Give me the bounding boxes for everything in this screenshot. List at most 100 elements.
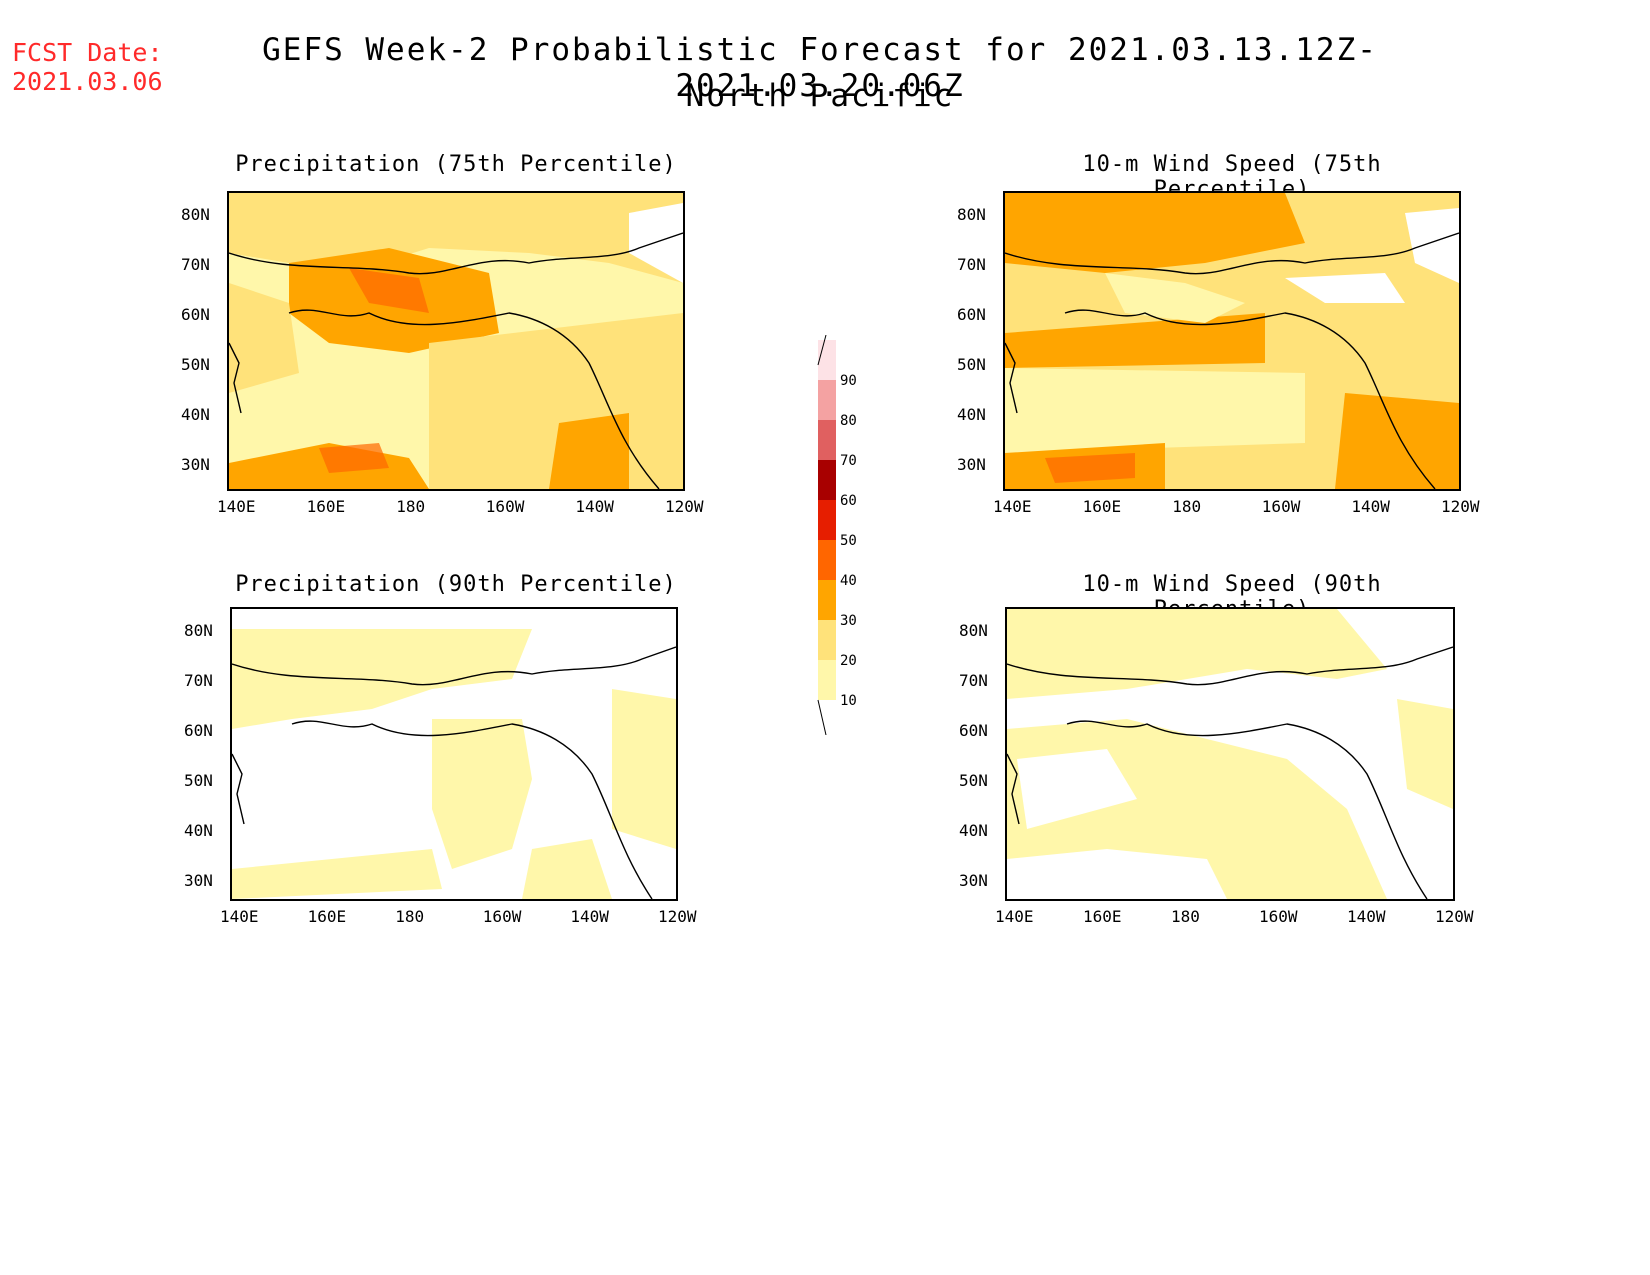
field-region [319, 443, 389, 473]
colorbar-swatch [818, 420, 836, 460]
lat-tick-label: 80N [181, 205, 210, 224]
lat-tick-label: 30N [184, 871, 213, 890]
coastline [291, 720, 653, 899]
field-region [232, 849, 442, 899]
colorbar-level-label: 30 [840, 613, 857, 629]
field-region [1005, 368, 1305, 453]
lon-tick-label: 140E [995, 907, 1034, 926]
field-region [229, 283, 299, 393]
lon-tick-label: 140E [220, 907, 259, 926]
field-region [1017, 749, 1137, 829]
map-precip90 [232, 609, 676, 899]
coastline [1005, 232, 1459, 275]
lat-tick-label: 30N [181, 455, 210, 474]
lon-tick-label: 140W [570, 907, 609, 926]
lon-tick-label: 180 [396, 497, 426, 516]
coastline [1064, 309, 1436, 489]
lon-tick-label: 160W [1259, 907, 1298, 926]
lat-tick-label: 50N [957, 355, 986, 374]
lat-tick-label: 50N [184, 771, 213, 790]
field-region [1045, 453, 1135, 483]
map-panel-wind75 [1003, 191, 1461, 491]
coastline [229, 342, 242, 414]
field-region [432, 719, 532, 869]
lat-tick-label: 70N [184, 671, 213, 690]
lon-tick-label: 160E [306, 497, 346, 516]
map-wind75 [1005, 193, 1459, 489]
colorbar-level-label: 80 [840, 413, 857, 429]
coastline [1066, 720, 1428, 899]
coastline [1007, 646, 1453, 686]
coastline [232, 646, 676, 686]
colorbar-swatch [818, 620, 836, 660]
colorbar-bottom-tip [817, 699, 827, 735]
panel-title-precip90: Precipitation (90th Percentile) [235, 572, 677, 597]
coastline [1007, 753, 1020, 825]
field-region [629, 203, 683, 283]
colorbar-swatch [818, 340, 836, 380]
lat-tick-label: 60N [181, 305, 210, 324]
lat-tick-label: 60N [959, 721, 988, 740]
map-precip75 [229, 193, 683, 489]
colorbar-top-tip [817, 335, 827, 366]
lat-tick-label: 60N [957, 305, 986, 324]
colorbar-swatch [818, 380, 836, 420]
lon-tick-label: 140E [993, 497, 1032, 516]
field-region [1005, 193, 1305, 273]
lat-tick-label: 40N [959, 821, 988, 840]
lon-tick-label: 120W [665, 497, 704, 516]
lon-tick-label: 180 [1171, 907, 1200, 926]
lon-tick-label: 140E [217, 497, 256, 516]
lon-tick-label: 180 [1172, 497, 1202, 516]
lat-tick-label: 50N [181, 355, 210, 374]
lat-tick-label: 40N [957, 405, 986, 424]
colorbar-swatch [818, 500, 836, 540]
lon-tick-label: 160E [307, 907, 347, 926]
field-region [232, 629, 532, 729]
colorbar-swatch [818, 540, 836, 580]
map-panel-precip90 [230, 607, 678, 901]
colorbar-level-label: 20 [840, 653, 857, 669]
coastline [1005, 342, 1018, 414]
lat-tick-label: 80N [959, 621, 988, 640]
colorbar-swatch [818, 460, 836, 500]
lon-tick-label: 120W [658, 907, 697, 926]
field-region [1397, 699, 1453, 809]
coastline [229, 232, 683, 275]
lon-tick-label: 120W [1435, 907, 1474, 926]
colorbar: 10 20 30 40 50 60 70 80 90 [817, 335, 857, 735]
lat-tick-label: 80N [184, 621, 213, 640]
field-region [1285, 273, 1405, 303]
lat-tick-label: 80N [957, 205, 986, 224]
lon-tick-label: 160W [1261, 497, 1301, 516]
forecast-date-value: 2021.03.06 [12, 67, 163, 96]
field-region [1005, 313, 1265, 368]
coastline [288, 309, 660, 489]
map-panel-wind90 [1005, 607, 1455, 901]
field-region [522, 839, 612, 899]
lat-tick-label: 40N [184, 821, 213, 840]
lon-tick-label: 120W [1441, 497, 1480, 516]
lat-tick-label: 30N [957, 455, 986, 474]
colorbar-level-label: 70 [840, 453, 857, 469]
lat-tick-label: 70N [957, 255, 986, 274]
lon-tick-label: 140W [575, 497, 614, 516]
field-region [349, 268, 429, 313]
forecast-date-block: FCST Date: 2021.03.06 [12, 38, 163, 96]
colorbar-level-label: 50 [840, 533, 857, 549]
lon-tick-label: 140W [1351, 497, 1390, 516]
lat-tick-label: 50N [959, 771, 988, 790]
lat-tick-label: 70N [959, 671, 988, 690]
field-region [1335, 393, 1459, 489]
colorbar-swatch [818, 580, 836, 620]
page-title: GEFS Week-2 Probabilistic Forecast for 2… [262, 32, 1378, 104]
lon-tick-label: 140W [1347, 907, 1386, 926]
lon-tick-label: 160W [482, 907, 522, 926]
lon-tick-label: 160E [1083, 907, 1122, 926]
lon-tick-label: 180 [395, 907, 425, 926]
field-region [549, 413, 629, 489]
colorbar-level-label: 90 [840, 373, 857, 389]
coastline [232, 753, 245, 825]
colorbar-swatch [818, 660, 836, 700]
map-wind90 [1007, 609, 1453, 899]
